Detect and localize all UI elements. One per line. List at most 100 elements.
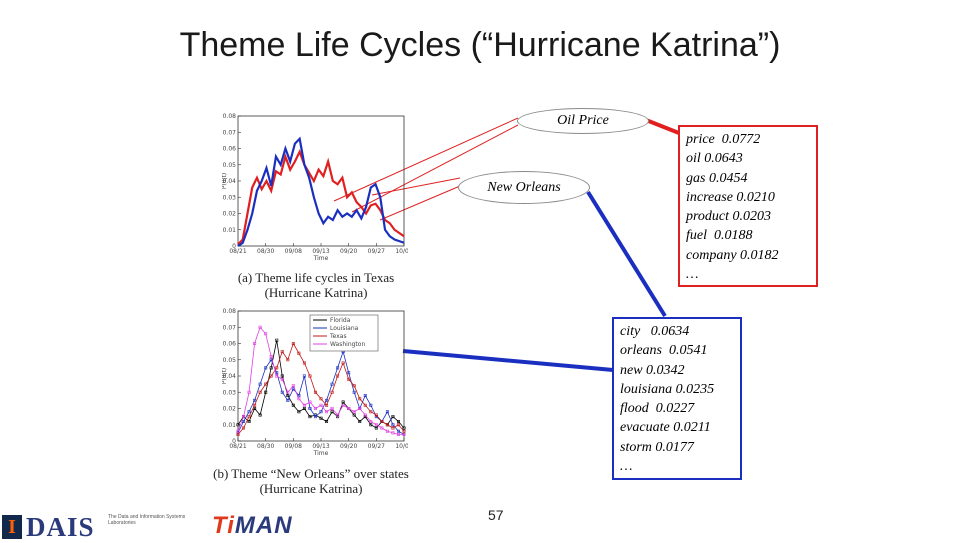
- series-line: [237, 342, 405, 435]
- data-point: [363, 403, 367, 407]
- data-point: [286, 358, 290, 362]
- data-point: [269, 354, 273, 358]
- data-point: [280, 350, 284, 354]
- data-point: [325, 410, 329, 414]
- data-point: [374, 413, 378, 417]
- data-point: [325, 403, 329, 407]
- x-tick-label: 09/20: [340, 248, 357, 255]
- chart-b-to-box-arrow: [402, 349, 614, 372]
- page-number: 57: [488, 507, 504, 523]
- data-point: [269, 366, 273, 370]
- data-point: [302, 403, 306, 407]
- data-point: [358, 407, 362, 411]
- dais-logo-subtitle: The Data and Information Systems Laborat…: [108, 514, 186, 526]
- data-point: [341, 361, 345, 365]
- oil-word-row: company 0.0182: [686, 247, 779, 263]
- data-point: [253, 403, 257, 407]
- x-axis-label: Time: [313, 255, 329, 262]
- data-point: [253, 398, 257, 402]
- data-point: [291, 341, 295, 345]
- data-point: [330, 382, 334, 386]
- data-point: [313, 415, 317, 419]
- oil-word-row: increase 0.0210: [686, 189, 775, 205]
- y-tick-label: 0.07: [223, 129, 237, 136]
- data-point: [242, 420, 246, 424]
- x-tick-label: 08/30: [257, 248, 274, 255]
- data-point: [236, 423, 240, 427]
- orleans-to-box-arrow: [586, 190, 667, 318]
- data-point: [391, 423, 395, 427]
- illinois-logo: I: [2, 515, 22, 539]
- data-point: [330, 410, 334, 414]
- y-tick-label: 0.08: [223, 113, 237, 120]
- data-point: [391, 426, 395, 430]
- series-line: [237, 326, 404, 435]
- x-tick-label: 09/08: [285, 443, 302, 450]
- y-axis-label: P(θ|t): [222, 173, 228, 189]
- data-point: [291, 384, 295, 388]
- data-point: [363, 394, 367, 398]
- legend: [309, 314, 379, 352]
- orleans-word-row: orleans 0.0541: [620, 343, 708, 359]
- data-point: [347, 377, 351, 381]
- data-point: [374, 426, 378, 430]
- data-point: [336, 413, 340, 417]
- data-point: [358, 420, 362, 424]
- data-point: [385, 429, 389, 433]
- series-line: [237, 136, 405, 247]
- chart-b-caption-line1: (b) Theme “New Orleans” over states: [213, 466, 409, 481]
- orleans-word-row: evacuate 0.0211: [620, 420, 711, 436]
- data-point: [302, 374, 306, 378]
- x-tick-label: 09/13: [312, 248, 329, 255]
- data-point: [385, 423, 389, 427]
- data-point: [391, 415, 395, 419]
- data-point: [258, 325, 262, 329]
- y-tick-label: 0.01: [223, 227, 237, 234]
- data-point: [325, 420, 329, 424]
- data-point: [396, 423, 400, 427]
- plot-frame: [237, 115, 405, 247]
- data-point: [313, 407, 317, 411]
- slide-title: Theme Life Cycles (“Hurricane Katrina”): [179, 26, 781, 64]
- data-point: [352, 410, 356, 414]
- x-tick-label: 08/21: [229, 248, 246, 255]
- data-point: [302, 407, 306, 411]
- legend-entry: Florida: [330, 317, 351, 324]
- y-tick-label: 0: [232, 438, 236, 445]
- x-tick-label: 09/27: [368, 443, 385, 450]
- data-point: [247, 410, 251, 414]
- oil-price-word-box: price 0.0772 oil 0.0643 gas 0.0454 increase…: [678, 125, 818, 287]
- new-orleans-word-box: city 0.0634 orleans 0.0541 new 0.0342 louis…: [612, 317, 742, 480]
- chart-b-caption-line2: (Hurricane Katrina): [259, 481, 363, 496]
- data-point: [280, 390, 284, 394]
- chart-a-caption-line2: (Hurricane Katrina): [264, 285, 368, 300]
- y-tick-label: 0.03: [223, 194, 237, 201]
- data-point: [269, 374, 273, 378]
- data-point: [308, 407, 312, 411]
- orleans-word-row: storm 0.0177: [620, 439, 694, 455]
- legend-entry: Washington: [330, 341, 365, 348]
- data-point: [369, 423, 373, 427]
- data-point: [280, 377, 284, 381]
- data-point: [264, 332, 268, 336]
- data-point: [363, 413, 367, 417]
- y-tick-label: 0.08: [223, 308, 237, 315]
- data-point: [374, 423, 378, 427]
- data-point: [319, 397, 323, 401]
- oil-price-label: Oil Price: [517, 108, 649, 134]
- orleans-connector-1: [371, 177, 461, 196]
- data-point: [402, 426, 406, 430]
- data-point: [396, 429, 400, 433]
- data-point: [330, 407, 334, 411]
- data-point: [275, 338, 279, 342]
- data-point: [253, 341, 257, 345]
- timan-logo-part2: MAN: [234, 512, 293, 539]
- chart-b: 0 0.01 0.02 0.03 0.04 0.05 0.06 0.07 0.08 08/21 08…: [222, 308, 408, 457]
- data-point: [380, 420, 384, 424]
- y-axis-label: P(θ|t): [222, 368, 228, 384]
- legend-entry: Louisiana: [330, 325, 359, 332]
- y-tick-label: 0.07: [223, 324, 237, 331]
- data-point: [308, 374, 312, 378]
- data-point: [380, 426, 384, 430]
